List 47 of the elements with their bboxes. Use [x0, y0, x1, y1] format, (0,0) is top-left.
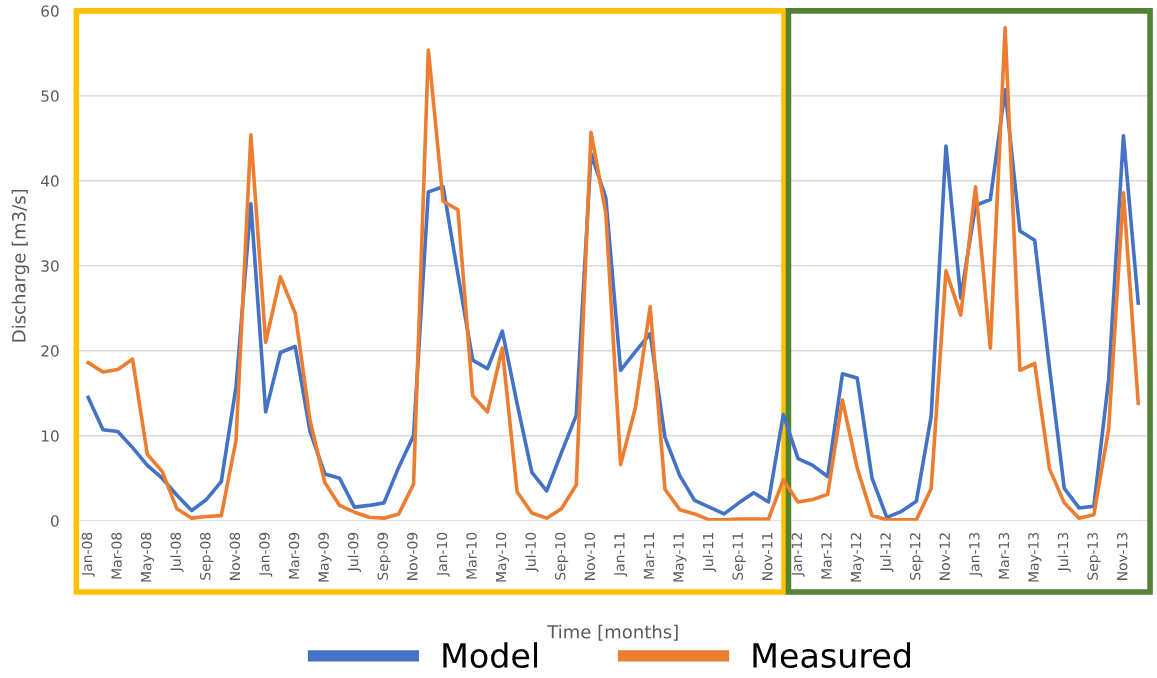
y-tick-label: 20: [41, 345, 59, 357]
x-tick-label: Jan-11: [614, 533, 628, 577]
y-axis-title: Discharge [m3/s]: [11, 189, 30, 342]
x-tick-label: Nov-11: [762, 533, 773, 580]
x-tick-label: Jul-08: [170, 532, 184, 572]
x-tick-label: Mar-08: [111, 532, 122, 579]
y-tick-label: 60: [41, 5, 59, 17]
x-tick-label: Jul-11: [702, 533, 716, 572]
x-tick-label: Sep-11: [732, 533, 746, 580]
x-tick-label: May-09: [318, 532, 332, 582]
legend-label: Model: [443, 642, 538, 669]
x-tick-label: Nov-12: [939, 533, 950, 580]
y-tick-label: 40: [41, 175, 59, 187]
x-tick-label: Mar-13: [998, 532, 1010, 579]
x-tick-label: Mar-11: [643, 533, 655, 579]
x-tick-label: Jul-12: [880, 533, 894, 572]
x-tick-label: Jan-12: [791, 533, 805, 577]
x-tick-label: May-13: [1028, 532, 1042, 582]
x-tick-label: Sep-13: [1087, 532, 1101, 580]
x-tick-label: May-08: [140, 532, 155, 582]
x-tick-label: Jul-13: [1057, 532, 1071, 572]
x-tick-label: Jan-10: [436, 532, 450, 577]
x-tick-label: Sep-12: [909, 533, 924, 580]
x-tick-label: Jan-08: [81, 532, 95, 577]
x-tick-label: Sep-08: [200, 532, 214, 580]
x-tick-label: Jul-10: [525, 532, 539, 572]
x-tick-label: Sep-10: [554, 532, 569, 580]
x-tick-label: Mar-10: [466, 532, 477, 579]
x-tick-label: Nov-13: [1116, 532, 1128, 580]
x-tick-label: Nov-10: [584, 532, 596, 580]
x-tick-label: May-12: [850, 533, 864, 582]
y-tick-label: 10: [41, 430, 59, 442]
legend-label: Measured: [753, 642, 910, 669]
x-tick-label: Jan-13: [969, 532, 983, 577]
y-tick-label: 30: [41, 260, 59, 272]
x-tick-label: Nov-09: [407, 532, 418, 580]
x-tick-label: Nov-08: [229, 532, 241, 580]
x-tick-label: Sep-09: [377, 532, 391, 580]
x-tick-label: Jan-09: [259, 532, 273, 577]
x-axis-title: Time [months]: [547, 624, 678, 641]
x-tick-label: Mar-09: [288, 532, 300, 579]
y-tick-label: 50: [41, 90, 59, 102]
x-tick-label: May-11: [673, 533, 687, 582]
x-tick-label: Mar-12: [821, 533, 832, 579]
y-tick-label: 0: [50, 515, 59, 527]
x-tick-label: Jul-09: [347, 532, 362, 572]
x-tick-label: May-10: [495, 532, 510, 582]
